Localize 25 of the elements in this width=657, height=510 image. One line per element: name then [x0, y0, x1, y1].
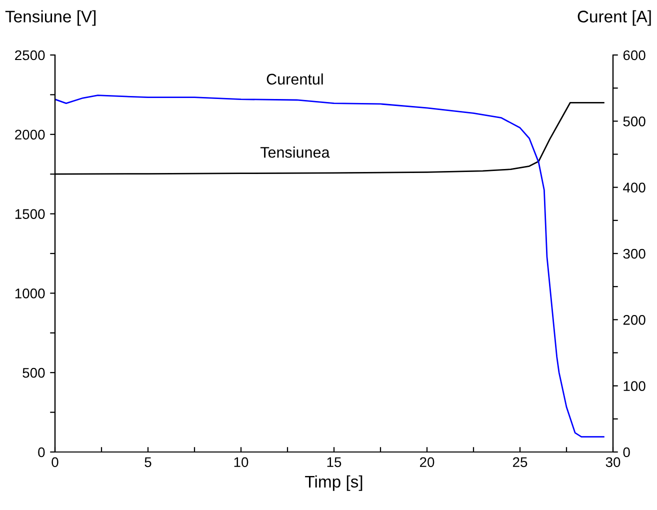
y2-tick-label: 500 — [623, 116, 646, 126]
y-tick-label: 2500 — [15, 50, 45, 60]
x-axis-title: Timp [s] — [305, 475, 362, 491]
y-tick-label: 0 — [38, 447, 45, 458]
y2-tick-label: 0 — [623, 447, 630, 458]
x-tick-label: 25 — [512, 457, 528, 468]
y-tick-label: 1500 — [15, 209, 45, 219]
series-label: Tensiunea — [260, 146, 330, 158]
y2-tick-label: 600 — [623, 50, 646, 60]
y-tick-label: 500 — [22, 368, 45, 378]
y-tick-label: 2000 — [15, 130, 45, 140]
x-tick-label: 30 — [606, 457, 620, 468]
y2-tick-label: 100 — [624, 381, 646, 392]
y2-axis-title: Curent [A] — [578, 10, 651, 26]
x-tick-label: 5 — [144, 457, 152, 468]
x-tick-label: 20 — [420, 457, 434, 468]
x-tick-label: 10 — [234, 457, 248, 468]
y2-tick-label: 200 — [623, 315, 646, 325]
x-tick-label: 15 — [327, 457, 342, 468]
series-label: Curentul — [266, 73, 323, 85]
y2-tick-label: 300 — [623, 248, 646, 259]
y-axis-title: Tensiune [V] — [5, 10, 96, 26]
y-tick-label: 1000 — [15, 288, 45, 298]
y2-tick-label: 400 — [623, 182, 646, 193]
x-tick-label: 0 — [52, 457, 58, 468]
